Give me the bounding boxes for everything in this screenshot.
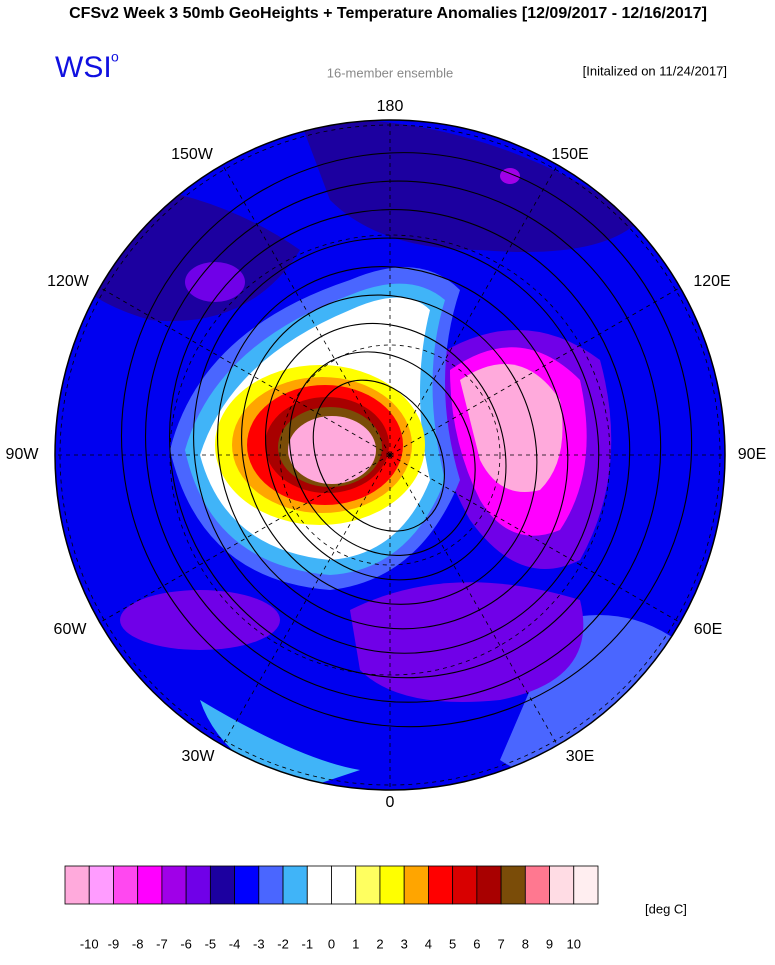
colorbar-swatch bbox=[524, 865, 550, 905]
colorbar-tick-label: 2 bbox=[376, 936, 383, 951]
colorbar-tick-label: 8 bbox=[522, 936, 529, 951]
init-note: [Initalized on 11/24/2017] bbox=[583, 63, 727, 78]
colorbar-tick-label: -9 bbox=[108, 936, 120, 951]
logo: WSI bbox=[55, 51, 112, 84]
map: 2040020400204001960019600 bbox=[55, 120, 725, 790]
colorbar-swatch bbox=[452, 865, 478, 905]
colorbar-tick-label: -1 bbox=[301, 936, 313, 951]
longitude-label: 60E bbox=[694, 621, 722, 638]
colorbar: -10 -9 -8 -7 -6 -5 -4 -3 -2 -1 0 1 2 3 4 5 6 7 8 9 10 bbox=[64, 865, 599, 951]
colorbar-swatch bbox=[234, 865, 260, 905]
graticule bbox=[219, 454, 391, 750]
height-contour bbox=[145, 180, 662, 703]
longitude-label: 30W bbox=[182, 748, 216, 765]
height-contour bbox=[288, 351, 476, 557]
colorbar-swatch bbox=[113, 865, 139, 905]
colorbar-swatch bbox=[379, 865, 405, 905]
height-contour bbox=[312, 379, 445, 532]
longitude-label: 30E bbox=[566, 748, 594, 765]
colorbar-tick-label: -2 bbox=[277, 936, 289, 951]
map-border bbox=[54, 119, 726, 791]
logo-mark: o bbox=[111, 49, 119, 65]
colorbar-swatch bbox=[306, 865, 332, 905]
map-lines: 2040020400204001960019600 bbox=[55, 120, 725, 790]
colorbar-swatch bbox=[573, 865, 599, 905]
colorbar-tick-label: -6 bbox=[180, 936, 192, 951]
colorbar-swatch bbox=[549, 865, 575, 905]
longitude-label: 90W bbox=[6, 446, 40, 463]
longitude-label: 90E bbox=[738, 446, 766, 463]
graticule bbox=[389, 454, 685, 626]
colorbar-tick-label: -10 bbox=[80, 936, 99, 951]
colorbar-tick-label: -4 bbox=[229, 936, 241, 951]
colorbar-tick-label: -8 bbox=[132, 936, 144, 951]
colorbar-tick-label: 1 bbox=[352, 936, 359, 951]
graticule bbox=[389, 284, 685, 456]
height-contour bbox=[169, 209, 631, 679]
colorbar-swatch bbox=[258, 865, 284, 905]
graticule bbox=[389, 160, 561, 456]
height-contour bbox=[241, 294, 538, 605]
height-contour bbox=[120, 152, 693, 728]
colorbar-tick-label: 7 bbox=[497, 936, 504, 951]
colorbar-swatch bbox=[64, 865, 90, 905]
graticule bbox=[95, 284, 391, 456]
graticule bbox=[219, 160, 391, 456]
longitude-label: 60W bbox=[54, 621, 88, 638]
colorbar-tick-label: -5 bbox=[205, 936, 217, 951]
colorbar-swatch bbox=[331, 865, 357, 905]
colorbar-swatch bbox=[403, 865, 429, 905]
anomaly-region bbox=[350, 582, 584, 702]
colorbar-swatch bbox=[428, 865, 454, 905]
colorbar-swatch bbox=[161, 865, 187, 905]
colorbar-swatch bbox=[500, 865, 526, 905]
title: CFSv2 Week 3 50mb GeoHeights + Temperatu… bbox=[69, 5, 707, 22]
colorbar-tick-label: 9 bbox=[546, 936, 553, 951]
colorbar-swatch bbox=[282, 865, 308, 905]
colorbar-unit: [deg C] bbox=[645, 901, 687, 916]
colorbar-swatch bbox=[355, 865, 381, 905]
subtitle: 16-member ensemble bbox=[327, 65, 453, 80]
anomaly-region bbox=[300, 120, 640, 252]
height-contour bbox=[217, 266, 569, 630]
colorbar-swatch bbox=[476, 865, 502, 905]
colorbar-tick-label: 10 bbox=[567, 936, 581, 951]
colorbar-tick-label: 5 bbox=[449, 936, 456, 951]
colorbar-swatch bbox=[137, 865, 163, 905]
height-contour bbox=[265, 322, 507, 581]
height-contour bbox=[193, 237, 600, 654]
colorbar-tick-label: 3 bbox=[401, 936, 408, 951]
colorbar-tick-label: -3 bbox=[253, 936, 265, 951]
graticule bbox=[279, 344, 501, 566]
longitude-label: 120W bbox=[47, 273, 90, 290]
graticule bbox=[95, 454, 391, 626]
longitude-label: 120E bbox=[693, 273, 730, 290]
colorbar-tick-label: 6 bbox=[473, 936, 480, 951]
colorbar-tick-label: -7 bbox=[156, 936, 168, 951]
longitude-label: 150E bbox=[551, 146, 588, 163]
longitude-label: 150W bbox=[171, 146, 214, 163]
anomaly-region bbox=[200, 700, 360, 790]
colorbar-swatch bbox=[209, 865, 235, 905]
longitude-label: 180 bbox=[377, 98, 404, 115]
colorbar-tick-label: 0 bbox=[328, 936, 335, 951]
colorbar-swatch bbox=[185, 865, 211, 905]
anomaly-region bbox=[288, 416, 376, 484]
anomaly-region bbox=[185, 262, 245, 302]
colorbar-swatch bbox=[88, 865, 114, 905]
anomaly-region bbox=[120, 590, 280, 650]
colorbar-tick-label: 4 bbox=[425, 936, 432, 951]
longitude-label: 0 bbox=[386, 794, 395, 811]
graticule bbox=[389, 454, 561, 750]
